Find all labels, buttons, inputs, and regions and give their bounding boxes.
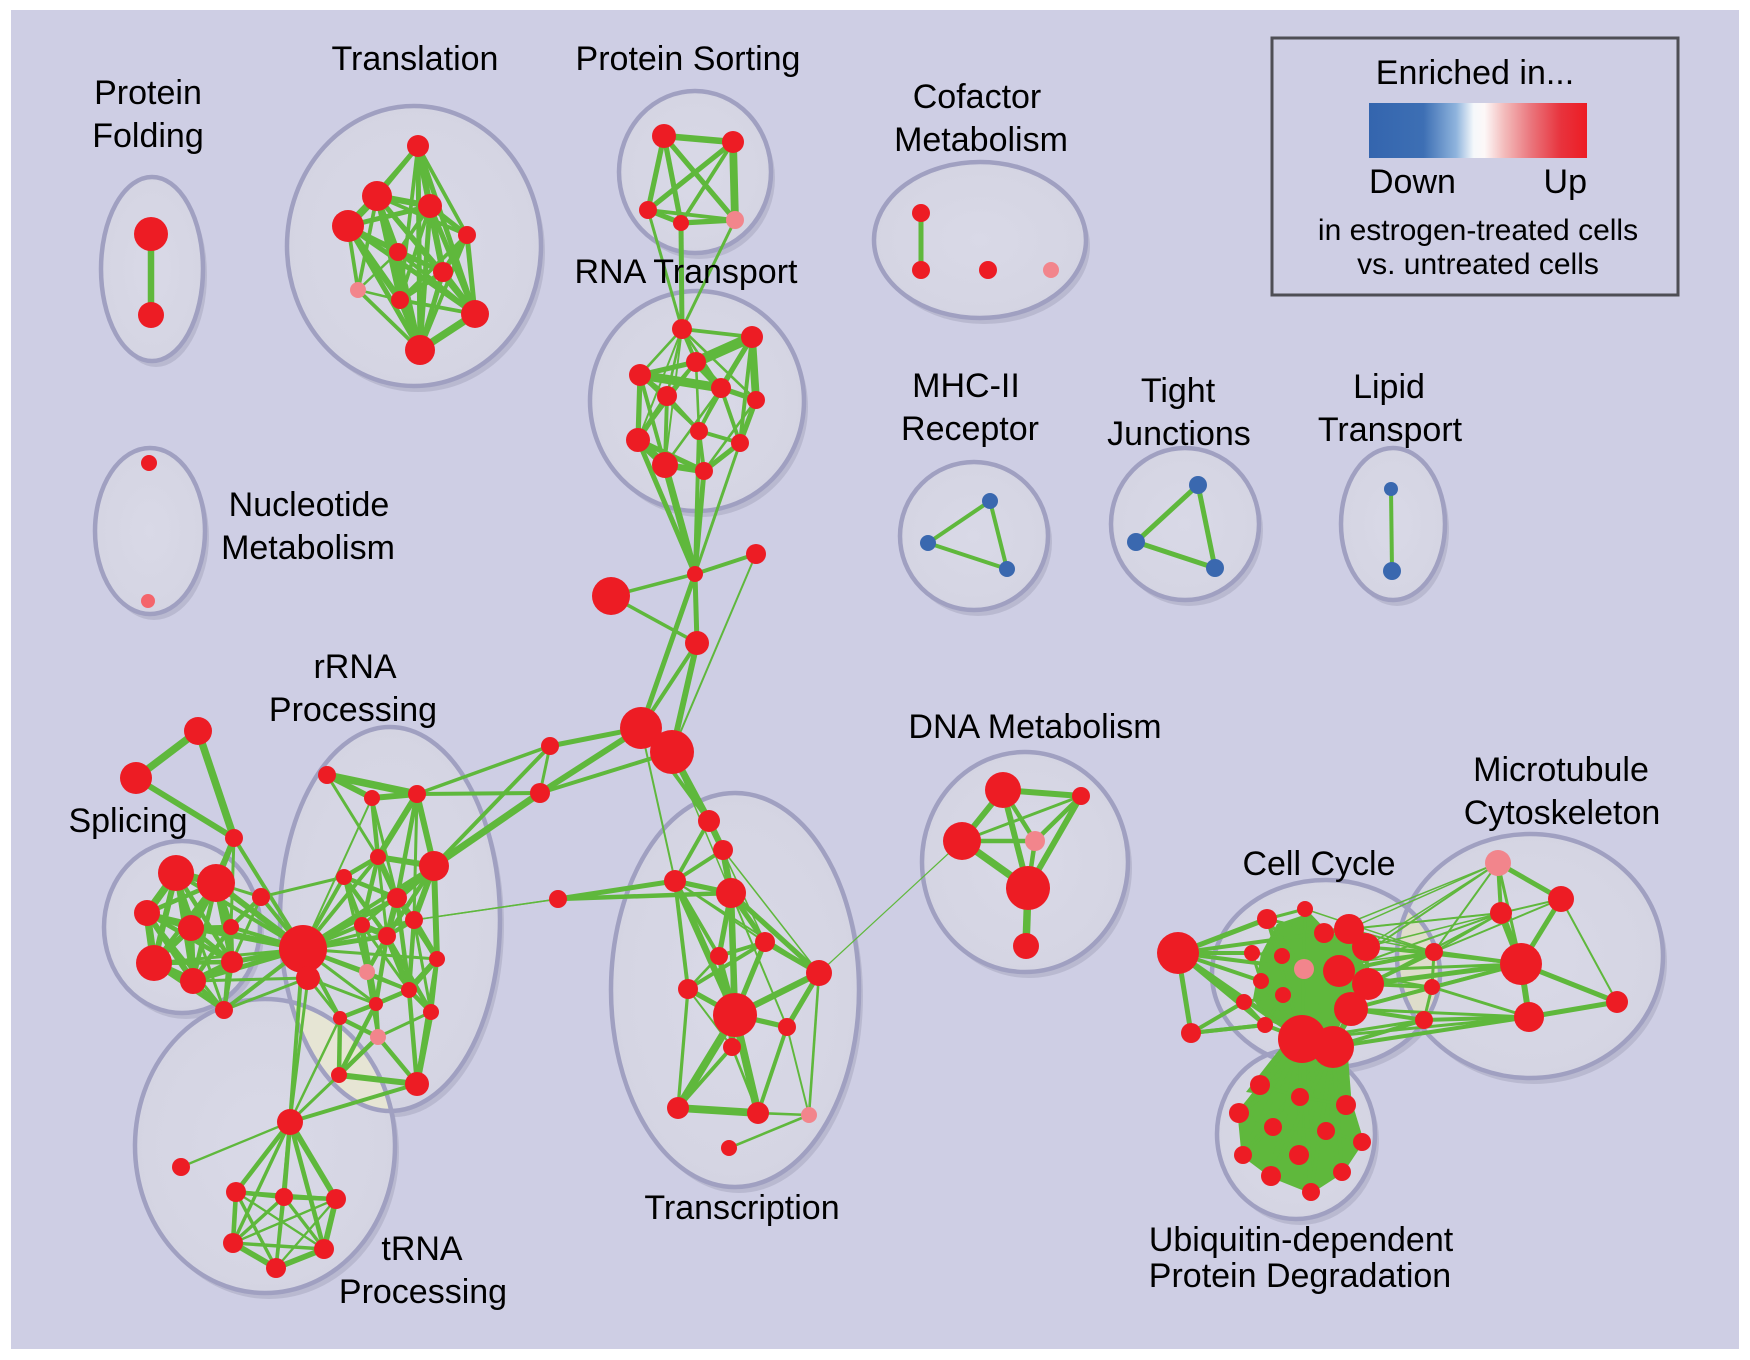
svg-text:DNA Metabolism: DNA Metabolism xyxy=(908,708,1161,746)
svg-text:Junctions: Junctions xyxy=(1107,415,1251,453)
svg-text:Ubiquitin-dependent: Ubiquitin-dependent xyxy=(1149,1221,1454,1259)
svg-text:Protein Sorting: Protein Sorting xyxy=(576,40,801,78)
svg-text:Microtubule: Microtubule xyxy=(1473,751,1649,789)
svg-text:Splicing: Splicing xyxy=(68,802,187,840)
svg-text:RNA Transport: RNA Transport xyxy=(575,253,799,291)
svg-text:Metabolism: Metabolism xyxy=(221,529,395,567)
svg-text:Cofactor: Cofactor xyxy=(913,78,1042,116)
svg-text:Lipid: Lipid xyxy=(1353,368,1425,406)
svg-text:Transcription: Transcription xyxy=(644,1189,839,1227)
svg-text:vs. untreated cells: vs. untreated cells xyxy=(1357,248,1599,281)
svg-text:rRNA: rRNA xyxy=(313,648,396,686)
svg-text:Processing: Processing xyxy=(269,691,437,729)
svg-text:Transport: Transport xyxy=(1318,411,1463,449)
svg-text:in estrogen-treated cells: in estrogen-treated cells xyxy=(1318,214,1638,247)
svg-text:Nucleotide: Nucleotide xyxy=(229,486,390,524)
svg-text:Tight: Tight xyxy=(1141,372,1216,410)
svg-text:Folding: Folding xyxy=(92,117,204,155)
svg-text:Down: Down xyxy=(1369,163,1456,201)
svg-text:Cytoskeleton: Cytoskeleton xyxy=(1464,794,1661,832)
svg-text:Translation: Translation xyxy=(332,40,499,78)
svg-text:Cell Cycle: Cell Cycle xyxy=(1242,845,1395,883)
svg-text:tRNA: tRNA xyxy=(381,1230,463,1268)
svg-text:Up: Up xyxy=(1544,163,1587,201)
svg-text:Metabolism: Metabolism xyxy=(894,121,1068,159)
svg-text:Enriched in...: Enriched in... xyxy=(1376,54,1574,92)
svg-text:Receptor: Receptor xyxy=(901,410,1039,448)
svg-text:MHC-II: MHC-II xyxy=(912,367,1020,405)
svg-text:Processing: Processing xyxy=(339,1273,507,1311)
svg-text:Protein Degradation: Protein Degradation xyxy=(1149,1257,1451,1295)
svg-text:Protein: Protein xyxy=(94,74,202,112)
